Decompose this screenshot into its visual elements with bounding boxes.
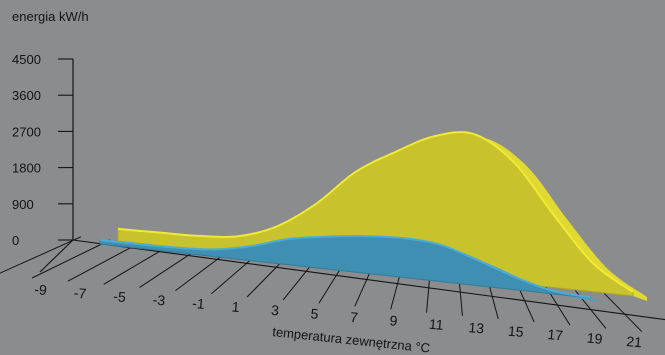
x-tick-label: -5 — [113, 288, 127, 305]
floor-grid-line — [354, 268, 373, 307]
x-tick-label: 1 — [231, 298, 240, 315]
x-tick-label: -3 — [152, 291, 166, 308]
y-tick-label: 3600 — [12, 88, 41, 103]
y-axis-title: energia kW/h — [12, 9, 89, 24]
x-tick-label: 11 — [428, 316, 444, 333]
x-axis-title: temperatura zewnętrzna °C — [272, 324, 431, 355]
floor-grid-line — [458, 277, 463, 316]
floor-grid-line — [604, 293, 643, 332]
floor-edge-line — [39, 239, 74, 273]
floor-grid-line — [318, 264, 344, 304]
floor-back-line — [72, 239, 665, 321]
x-tick-label: -9 — [34, 281, 48, 298]
floor-grid-line — [103, 245, 169, 285]
x-tick-label: 21 — [626, 333, 643, 350]
x-tick-label: -1 — [192, 295, 206, 312]
y-tick-label: 1800 — [12, 161, 41, 176]
x-tick-label: 3 — [271, 302, 280, 319]
floor-grid-line — [31, 239, 111, 279]
floor-grid-line — [175, 252, 227, 292]
floor-grid-line — [246, 258, 285, 298]
x-tick-label: 9 — [389, 312, 398, 329]
y-tick-label: 4500 — [12, 52, 41, 67]
floor-grid-line — [390, 271, 402, 310]
floor-grid — [0, 236, 665, 332]
x-tick-label: -7 — [73, 285, 87, 302]
floor-grid-line — [426, 274, 431, 313]
x-tick-label: 15 — [507, 323, 524, 340]
floor-grid-line — [282, 261, 314, 301]
y-axis: 4500 3600 2700 1800 900 0 — [12, 52, 74, 248]
floor-grid-line — [139, 249, 198, 288]
series-group — [99, 235, 604, 303]
floor-grid-line — [211, 255, 256, 295]
series-layer — [99, 131, 647, 303]
x-tick-label: 17 — [547, 326, 564, 343]
x-axis-ticks: -9 -7 -5 -3 -1 1 3 5 7 9 11 13 15 17 19 21 — [34, 281, 643, 350]
x-tick-label: 13 — [468, 319, 485, 336]
y-tick-label: 900 — [12, 197, 34, 212]
series-top-edge — [117, 131, 634, 293]
x-tick-label: 5 — [310, 305, 319, 322]
floor-grid-line — [67, 242, 140, 282]
series-group — [117, 131, 647, 301]
x-tick-label: 7 — [349, 309, 358, 326]
series-top-edge — [99, 235, 591, 299]
x-tick-label: 19 — [586, 330, 603, 347]
y-tick-label: 2700 — [12, 124, 41, 139]
y-tick-label: 0 — [12, 233, 19, 248]
floor-grid-line — [0, 236, 82, 274]
